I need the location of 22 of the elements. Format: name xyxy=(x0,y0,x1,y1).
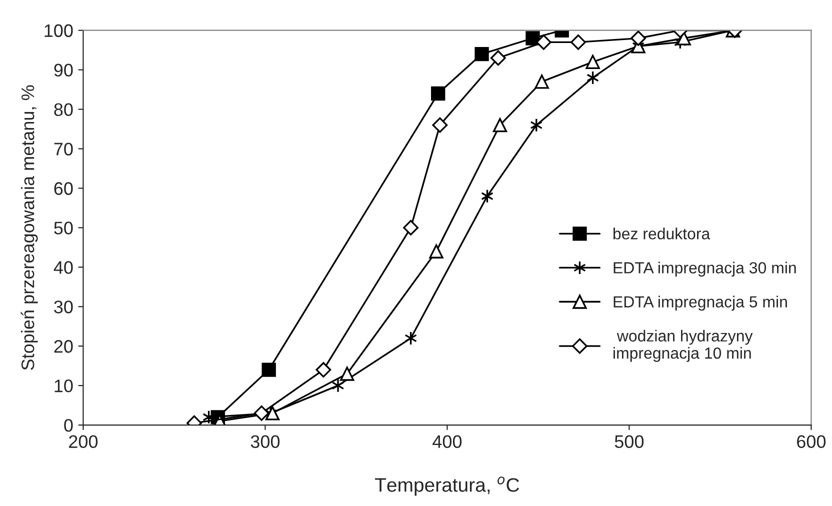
y-tick-label: 70 xyxy=(54,142,73,156)
y-tick-label: 0 xyxy=(64,418,73,432)
x-tick-label: 300 xyxy=(250,435,280,448)
y-tick-label: 50 xyxy=(54,222,73,234)
x-tick-label: 200 xyxy=(69,435,98,448)
x-tick-label: 500 xyxy=(614,435,644,448)
x-tick-label: 600 xyxy=(797,435,826,448)
y-tick-label: 60 xyxy=(54,182,73,195)
legend-label: EDTA impregnacja 5 min xyxy=(614,296,787,311)
legend-label: bez reduktora xyxy=(614,228,710,240)
y-tick-label: 40 xyxy=(54,261,73,274)
y-tick-label: 20 xyxy=(54,340,73,353)
y-tick-label: 80 xyxy=(54,103,73,116)
y-tick-label: 10 xyxy=(54,380,73,392)
y-tick-label: 30 xyxy=(54,300,73,314)
x-tick-label: 400 xyxy=(432,435,462,448)
x-axis-title: Temperatura, $^{o}$C xyxy=(375,476,520,496)
y-tick-label: 90 xyxy=(54,64,73,77)
legend-label: EDTA impregnacja 30 min xyxy=(614,262,796,277)
legend-label: wodzian hydrazyny impregnacja 10 min xyxy=(614,330,753,362)
y-tick-label: 100 xyxy=(44,24,73,38)
y-axis-title: Stopień przereagowania metanu, % xyxy=(20,85,38,370)
